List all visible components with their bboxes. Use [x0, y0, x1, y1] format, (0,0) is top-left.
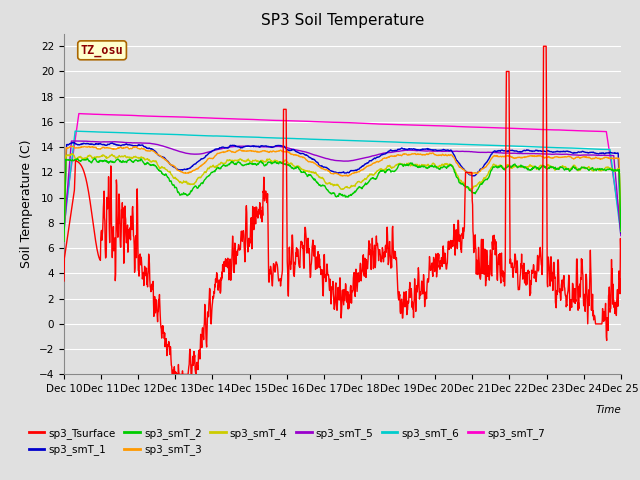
Y-axis label: Soil Temperature (C): Soil Temperature (C)	[20, 140, 33, 268]
Text: TZ_osu: TZ_osu	[81, 44, 124, 57]
Title: SP3 Soil Temperature: SP3 Soil Temperature	[260, 13, 424, 28]
Legend: sp3_Tsurface, sp3_smT_1, sp3_smT_2, sp3_smT_3, sp3_smT_4, sp3_smT_5, sp3_smT_6, : sp3_Tsurface, sp3_smT_1, sp3_smT_2, sp3_…	[25, 424, 549, 459]
Text: Time: Time	[595, 405, 621, 415]
